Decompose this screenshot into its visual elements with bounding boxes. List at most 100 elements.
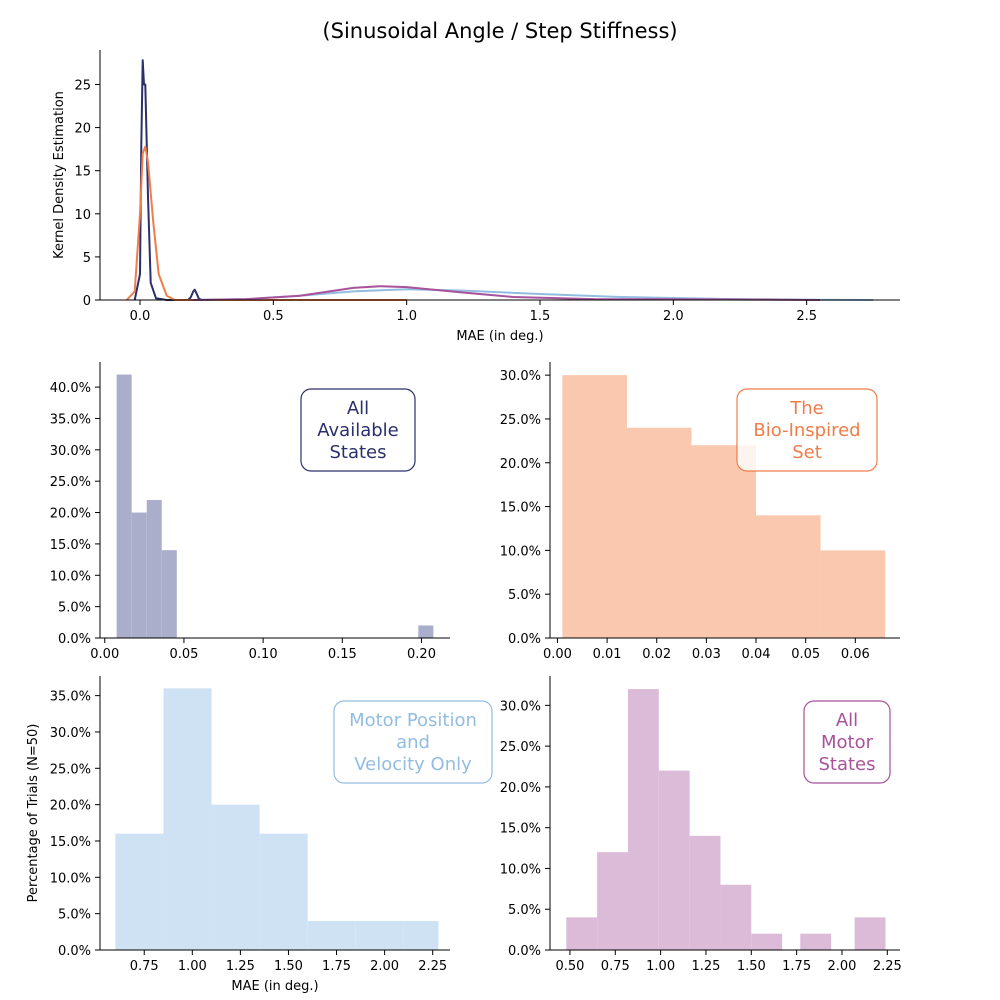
y-tick-label: 30.0% [50,726,91,741]
y-tick-label: 20.0% [50,799,91,814]
histogram-bar [800,933,832,950]
y-tick-label: 10.0% [500,862,541,877]
y-tick-label: 35.0% [50,690,91,705]
histogram-bar [562,375,627,638]
legend-label-line: Set [792,442,822,463]
shared-y-axis-label: Percentage of Trials (N=50) [26,724,41,903]
y-tick-label: 15.0% [500,822,541,837]
y-tick-label: 25.0% [50,475,91,490]
x-tick-label: 0.05 [169,647,198,662]
x-tick-label: 0.00 [90,647,119,662]
x-tick-label: 0.0 [130,309,151,324]
legend-label-line: States [329,442,386,463]
histogram-bar [820,550,886,638]
y-tick-label: 25 [74,78,91,93]
x-tick-label: 2.25 [418,959,447,974]
histogram-bar [597,852,628,950]
y-axis-label: Kernel Density Estimation [52,91,67,259]
histogram-bar [566,917,598,950]
histogram-bar [131,512,147,638]
legend-label-line: Velocity Only [354,754,472,775]
legend-box [300,388,416,472]
y-tick-label: 15.0% [50,538,91,553]
x-tick-label: 2.00 [370,959,399,974]
y-tick-label: 10.0% [50,871,91,886]
y-tick-label: 15.0% [50,835,91,850]
panel-all-available-states: 0.00 0.05 0.10 0.15 0.20 0.0% 5.0% 10.0% 15.0% 20… [50,362,450,662]
legend-box [736,388,878,472]
x-tick-label: 1.5 [530,309,551,324]
x-tick-label: 1.25 [691,959,720,974]
histogram-bar [259,833,308,950]
kde-series-line [193,285,821,301]
histogram-bar [689,835,721,950]
y-tick-label: 25.0% [500,740,541,755]
x-tick-label: 2.25 [873,959,902,974]
y-tick-label: 15 [74,165,91,180]
x-tick-label: 0.75 [601,959,630,974]
y-tick-label: 0.0% [508,944,541,959]
histogram-bar [146,500,162,638]
x-tick-label: 0.02 [642,647,671,662]
x-tick-label: 0.04 [742,647,771,662]
x-tick-label: 0.20 [407,647,436,662]
histogram-bar [115,833,164,950]
legend-label: All Available States [317,398,398,463]
figure-title: (Sinusoidal Angle / Step Stiffness) [322,19,677,43]
histogram-bar [658,770,690,950]
y-tick-label: 20.0% [50,507,91,522]
y-tick-label: 30.0% [500,369,541,384]
y-tick-label: 0.0% [58,944,91,959]
legend-label-line: All [347,398,369,419]
legend-label-line: Motor Position [349,710,477,731]
histogram-bar [307,920,356,950]
x-tick-label: 2.0 [663,309,684,324]
x-tick-label: 1.25 [226,959,255,974]
histogram-bar [627,689,659,950]
legend-label: The Bio-Inspired Set [753,398,860,463]
y-tick-label: 0 [83,294,91,309]
x-tick-label: 1.75 [322,959,351,974]
legend-label-line: States [818,754,875,775]
x-tick-label: 1.00 [646,959,675,974]
x-tick-label: 1.75 [782,959,811,974]
legend-label-line: and [396,732,430,753]
legend-label-line: The [789,398,823,419]
x-tick-label: 0.15 [328,647,357,662]
x-axis-label: MAE (in deg.) [456,329,543,344]
y-tick-label: 30.0% [50,444,91,459]
histogram-bar [403,920,439,950]
x-tick-label: 0.00 [543,647,572,662]
histogram-bar [163,688,212,950]
x-tick-label: 0.10 [249,647,278,662]
y-tick-label: 30.0% [500,699,541,714]
y-tick-label: 10.0% [50,569,91,584]
histogram-bar [756,515,821,638]
histogram-bar [116,374,132,638]
x-axis-label: MAE (in deg.) [231,979,318,994]
histogram-bar [720,884,752,950]
x-tick-label: 1.0 [396,309,417,324]
y-tick-label: 5.0% [508,903,541,918]
y-tick-label: 35.0% [50,412,91,427]
x-tick-label: 2.5 [796,309,817,324]
x-tick-label: 0.06 [841,647,870,662]
y-tick-label: 10 [74,208,91,223]
histogram-bar [355,920,404,950]
x-tick-label: 0.50 [555,959,584,974]
y-tick-label: 25.0% [500,413,541,428]
legend-box [803,700,891,784]
x-tick-label: 0.5 [263,309,284,324]
x-tick-label: 2.00 [827,959,856,974]
y-tick-label: 20 [74,122,91,137]
y-tick-label: 5.0% [58,908,91,923]
x-tick-label: 0.75 [130,959,159,974]
x-tick-label: 1.00 [178,959,207,974]
x-tick-label: 0.03 [692,647,721,662]
y-tick-label: 10.0% [500,544,541,559]
panel-motor-position-velocity: 0.75 1.00 1.25 1.50 1.75 2.00 2.25 0.0% 5.0% 10.0… [50,676,493,994]
x-tick-label: 1.50 [737,959,766,974]
y-tick-label: 0.0% [508,632,541,647]
histogram-bar [751,933,783,950]
